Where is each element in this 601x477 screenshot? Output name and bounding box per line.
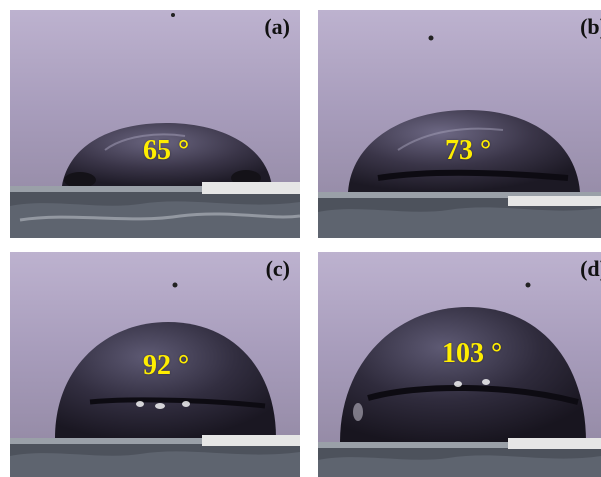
contact-angle-a: 65 ° <box>143 135 189 167</box>
panel-d: (d) 103 ° <box>318 252 601 477</box>
contact-angle-b: 73 ° <box>445 135 491 167</box>
panel-label-a: (a) <box>264 14 290 40</box>
droplet-image-a <box>10 10 300 238</box>
droplet-image-b <box>318 10 601 238</box>
panel-label-c: (c) <box>266 256 290 282</box>
contact-angle-c: 92 ° <box>143 350 189 382</box>
panel-a: (a) 65 ° <box>10 10 300 238</box>
contact-angle-d: 103 ° <box>442 338 502 370</box>
panel-b: (b) 73 ° <box>318 10 601 238</box>
panel-label-b: (b) <box>580 14 601 40</box>
panel-label-d: (d) <box>580 256 601 282</box>
panel-c: (c) 92 ° <box>10 252 300 477</box>
